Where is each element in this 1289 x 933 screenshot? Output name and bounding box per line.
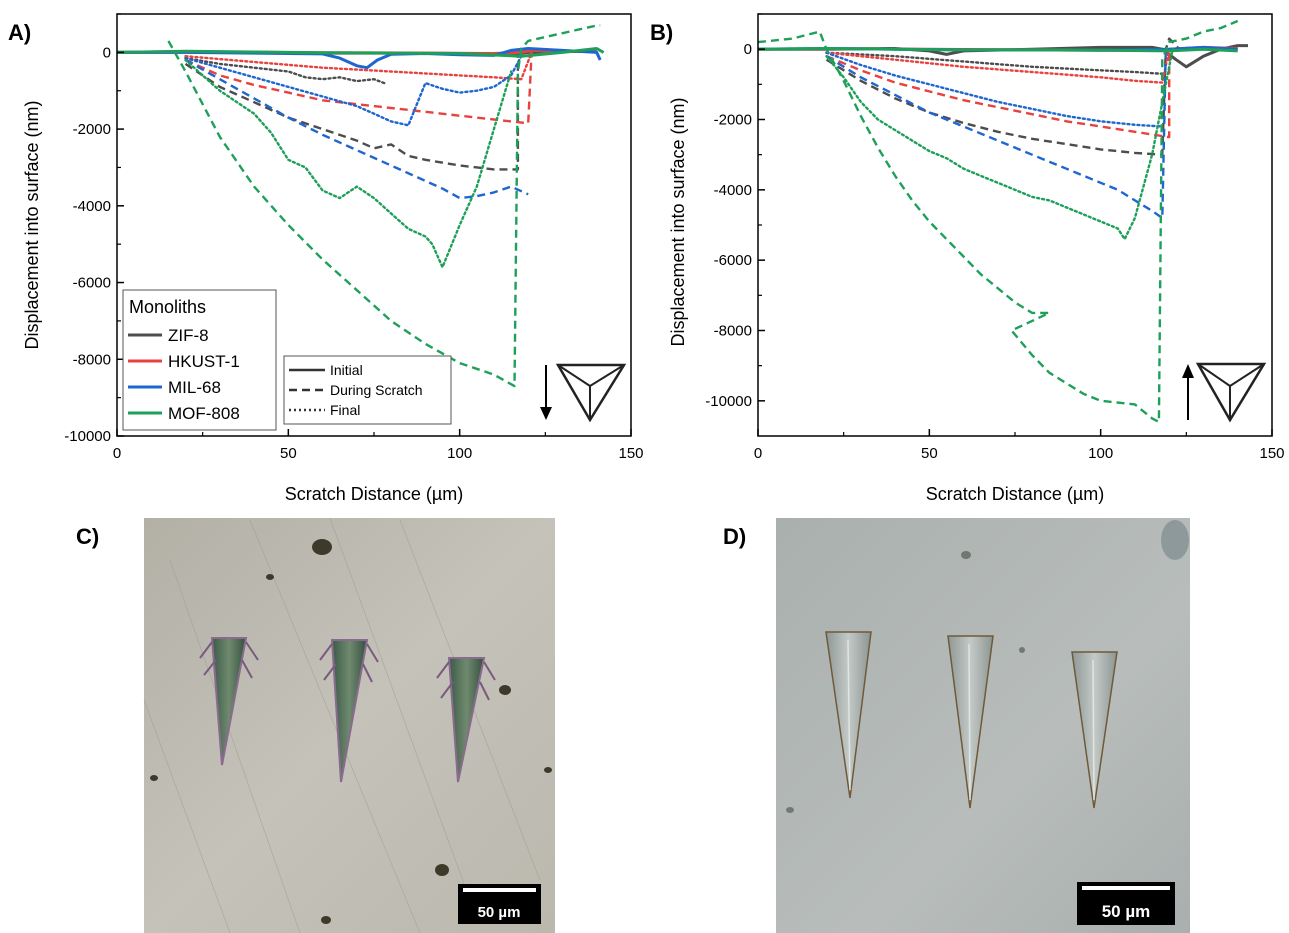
- scale-bar-label-c: 50 µm: [478, 904, 521, 921]
- x-tick-label: 0: [754, 445, 762, 462]
- series-line-mof-808-solid: [758, 47, 1238, 53]
- y-tick-label: -8000: [714, 323, 752, 340]
- x-tick-label: 100: [447, 445, 472, 462]
- legend-label: HKUST-1: [168, 352, 240, 371]
- y-tick-label: 0: [744, 41, 752, 58]
- y-tick-label: -2000: [73, 121, 111, 138]
- scale-bar-c: 50 µm: [458, 884, 541, 924]
- legend-title: Monoliths: [129, 297, 206, 317]
- series-line-mil-68-dashed: [825, 49, 1167, 220]
- panel-label-c: C): [76, 524, 99, 549]
- scale-bar-line: [463, 888, 536, 892]
- scratch-c-2: [319, 639, 379, 783]
- panel-label-b: B): [650, 20, 673, 45]
- x-tick-label: 100: [1088, 445, 1113, 462]
- y-tick-label: -10000: [705, 393, 752, 410]
- panel-label-a: A): [8, 20, 31, 45]
- style-label: During Scratch: [330, 382, 423, 398]
- arrow-down-head-icon: [540, 407, 552, 420]
- scratch-d-1: [825, 631, 872, 799]
- y-tick-label: -8000: [73, 351, 111, 368]
- legend-label: MOF-808: [168, 404, 240, 423]
- x-tick-label: 50: [921, 445, 938, 462]
- y-tick-label: -6000: [714, 252, 752, 269]
- indenter-icon-b: [1182, 362, 1267, 423]
- y-tick-label: 0: [103, 44, 111, 61]
- indenter-icon-a: [540, 363, 627, 423]
- y-tick-label: -10000: [64, 428, 111, 445]
- style-label: Initial: [330, 362, 363, 378]
- y-tick-label: -2000: [714, 112, 752, 129]
- micrograph-d-background: [776, 518, 1190, 933]
- micrograph-panel-c: C): [76, 517, 555, 933]
- plot-area-b: 0 50 100 150 0 -2000 -4000 -6000 -8000 -10000: [705, 13, 1285, 462]
- series-line-hkust-1-dashed: [185, 52, 533, 125]
- scratch-c-3: [436, 657, 496, 783]
- x-tick-label: 150: [1259, 445, 1284, 462]
- series-line-zif-8-dashed: [825, 37, 1181, 156]
- y-tick-label: -6000: [73, 275, 111, 292]
- series-line-mil-68-dotted: [184, 55, 523, 127]
- style-legend-entries: Initial During Scratch Final: [289, 362, 423, 418]
- scratch-c-1: [199, 637, 259, 766]
- legend-entries: ZIF-8 HKUST-1 MIL-68 MOF-808: [128, 326, 240, 423]
- legend-line-styles: Initial During Scratch Final: [283, 355, 452, 425]
- plot-area-a: 0 50 100 150 0 -2000 -4000 -6000 -8000 -10000: [64, 13, 644, 462]
- series-line-hkust-1-dashed: [826, 49, 1171, 139]
- series-line-mof-808-dotted: [825, 48, 1174, 241]
- x-tick-label: 0: [113, 445, 121, 462]
- scratch-marks-c: [199, 637, 496, 783]
- legend-label: ZIF-8: [168, 326, 209, 345]
- series-line-mof-808-dashed: [167, 24, 601, 388]
- series-line-hkust-1-dotted: [825, 48, 1171, 84]
- panel-label-d: D): [723, 524, 746, 549]
- style-legend-box: [283, 355, 452, 425]
- chart-panel-b: B) 0 50 100 1500-2000-4000-6000-8000-10000 …: [650, 13, 1285, 504]
- series-group: [758, 19, 1248, 424]
- x-tick-label: 150: [618, 445, 643, 462]
- x-axis-title-b: Scratch Distance (µm): [926, 484, 1104, 504]
- series-line-zif-8-dashed: [184, 52, 520, 171]
- y-tick-label: -4000: [714, 182, 752, 199]
- series-line-mil-68-dashed: [184, 58, 529, 200]
- style-label: Final: [330, 402, 360, 418]
- berkovich-tip-icon: [1195, 362, 1267, 423]
- debris-particles-d: [786, 520, 1189, 813]
- micrograph-panel-d: D) 50 µm: [723, 518, 1190, 933]
- scale-bar-line: [1082, 886, 1170, 890]
- debris-particles-c: [150, 539, 552, 924]
- scratch-d-2: [947, 635, 994, 809]
- y-tick-label: -4000: [73, 198, 111, 215]
- series-line-zif-8-dotted: [825, 51, 1164, 75]
- series-line-mof-808-solid: [117, 47, 605, 58]
- series-line-mof-808-dotted: [184, 58, 513, 269]
- chart-panel-a: A) 0 50 100 1500-2000-4000-6000-8000-10000 …: [8, 13, 644, 504]
- x-tick-label: 50: [280, 445, 297, 462]
- scratch-d-3: [1071, 651, 1118, 809]
- series-line-zif-8-dotted: [184, 56, 386, 85]
- scale-bar-d: 50 µm: [1077, 882, 1175, 925]
- series-group: [117, 24, 605, 388]
- x-axis-title-a: Scratch Distance (µm): [285, 484, 463, 504]
- legend-label: MIL-68: [168, 378, 221, 397]
- scratch-marks-d: [825, 631, 1118, 809]
- arrow-up-head-icon: [1182, 364, 1194, 378]
- y-axis-title-b: Displacement into surface (nm): [668, 97, 688, 346]
- legend-monoliths: Monoliths ZIF-8 HKUST-1 MIL-68 MOF-808: [122, 289, 277, 431]
- series-line-mil-68-dotted: [825, 51, 1164, 128]
- scale-bar-label-d: 50 µm: [1102, 902, 1151, 921]
- berkovich-tip-icon: [555, 363, 627, 423]
- y-axis-title-a: Displacement into surface (nm): [22, 100, 42, 349]
- series-line-mof-808-dashed: [758, 19, 1239, 424]
- plot-frame: [757, 13, 1273, 437]
